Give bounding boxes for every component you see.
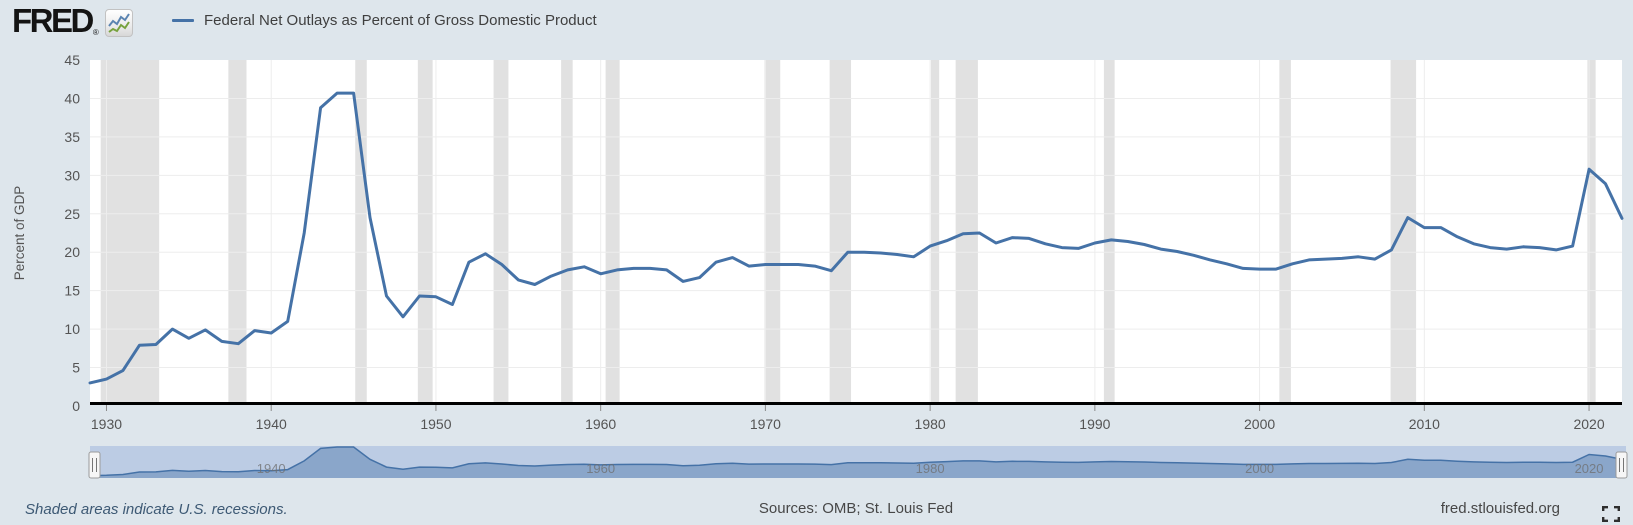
navigator-axis-label: 1940 bbox=[257, 461, 286, 476]
x-tick-label: 1930 bbox=[91, 416, 122, 432]
legend-label: Federal Net Outlays as Percent of Gross … bbox=[204, 12, 597, 29]
navigator-handle-right-body[interactable] bbox=[1615, 451, 1628, 479]
x-tick-label: 2000 bbox=[1244, 416, 1275, 432]
navigator-handle-right[interactable] bbox=[1615, 451, 1628, 479]
navigator-handle-left[interactable] bbox=[88, 451, 101, 479]
x-axis-line bbox=[90, 402, 1622, 405]
y-tick-label: 0 bbox=[72, 398, 80, 414]
fred-logo[interactable]: FRED ® bbox=[12, 2, 133, 39]
series-legend: Federal Net Outlays as Percent of Gross … bbox=[172, 12, 597, 29]
recession-band bbox=[764, 60, 781, 402]
y-tick-label: 10 bbox=[64, 321, 80, 337]
y-tick-label: 25 bbox=[64, 206, 80, 222]
x-tick-label: 1940 bbox=[256, 416, 287, 432]
recession-band bbox=[228, 60, 247, 402]
y-tick-label: 20 bbox=[64, 244, 80, 260]
recession-band bbox=[100, 60, 160, 402]
y-tick-label: 40 bbox=[64, 90, 80, 106]
recession-band bbox=[561, 60, 573, 402]
fred-site-link[interactable]: fred.stlouisfed.org bbox=[1440, 500, 1560, 517]
y-axis-title: Percent of GDP bbox=[12, 186, 27, 281]
x-tick-label: 1980 bbox=[915, 416, 946, 432]
recession-band bbox=[493, 60, 509, 402]
plot-area[interactable] bbox=[90, 60, 1622, 402]
y-tick-label: 5 bbox=[72, 360, 80, 376]
navigator-axis-label: 1980 bbox=[916, 461, 945, 476]
navigator-handle-left-body[interactable] bbox=[88, 451, 101, 479]
recession-band bbox=[930, 60, 940, 402]
fred-graph-icon bbox=[104, 9, 133, 37]
recession-band bbox=[1390, 60, 1417, 402]
navigator-axis-label: 1960 bbox=[586, 461, 615, 476]
chart-canvas: 1930 1940 1950 1960 1970 1980 1990 2000 2010 2020… bbox=[12, 52, 1628, 479]
series-line bbox=[88, 91, 1624, 385]
x-tick-label: 1970 bbox=[750, 416, 781, 432]
recession-note: Shaded areas indicate U.S. recessions. bbox=[25, 501, 288, 518]
navigator-track[interactable] bbox=[90, 446, 1626, 478]
y-tick-label: 30 bbox=[64, 167, 80, 183]
navigator-axis-label: 2020 bbox=[1575, 461, 1604, 476]
x-tick-label: 1990 bbox=[1079, 416, 1110, 432]
y-tick-label: 35 bbox=[64, 129, 80, 145]
recession-band bbox=[1587, 60, 1596, 402]
navigator-area bbox=[90, 447, 1622, 478]
recession-band bbox=[1103, 60, 1115, 402]
recession-band bbox=[955, 60, 978, 402]
recession-band bbox=[829, 60, 852, 402]
recession-band bbox=[605, 60, 620, 402]
recession-band bbox=[355, 60, 367, 402]
sources-text: Sources: OMB; St. Louis Fed bbox=[758, 500, 954, 517]
navigator-axis-label: 2000 bbox=[1245, 461, 1274, 476]
x-tick-label: 1960 bbox=[585, 416, 616, 432]
legend-line-marker bbox=[172, 19, 194, 22]
fullscreen-icon[interactable] bbox=[1602, 506, 1620, 522]
recession-band bbox=[1279, 60, 1291, 402]
navigator-area-line bbox=[89, 446, 1623, 477]
fred-logo-text: FRED bbox=[12, 2, 94, 39]
y-tick-label: 45 bbox=[64, 52, 80, 68]
x-tick-label: 2020 bbox=[1573, 416, 1604, 432]
x-tick-label: 1950 bbox=[420, 416, 451, 432]
y-tick-label: 15 bbox=[64, 283, 80, 299]
registered-trademark: ® bbox=[92, 28, 99, 37]
recession-band bbox=[417, 60, 433, 402]
x-tick-label: 2010 bbox=[1409, 416, 1440, 432]
